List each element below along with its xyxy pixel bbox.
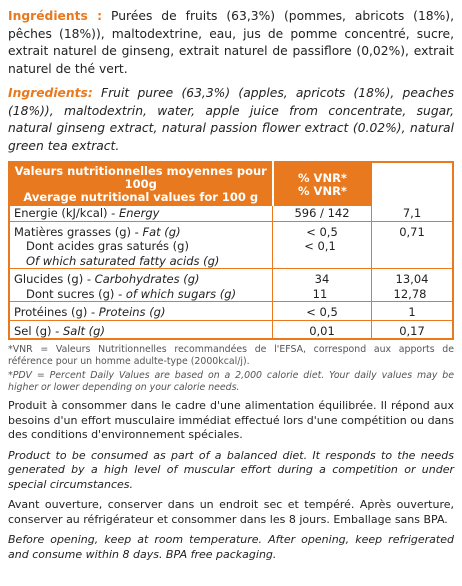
ingredients-label: Ingrédients : [8, 9, 103, 23]
header-nutrition: Valeurs nutritionnelles moyennes pour 10… [9, 162, 274, 206]
row-label: Dont acides gras saturés (g) [9, 239, 273, 254]
paragraph: Produit à consommer dans le cadre d'une … [8, 399, 454, 441]
table-row: Energie (kJ/kcal) - Energy 596 / 142 7,1 [9, 206, 453, 221]
row-value: 596 / 142 [272, 206, 372, 221]
header-text: % VNR* [298, 183, 347, 198]
row-value: < 0,5 [272, 220, 372, 239]
row-vnr: 1 [371, 301, 453, 320]
label-fr: Dont acides gras saturés (g) [26, 239, 189, 253]
row-vnr [372, 239, 454, 254]
paragraph: Product to be consumed as part of a bala… [8, 448, 454, 491]
label-fr: Dont sucres (g) - [26, 286, 123, 301]
table-row: Dont acides gras saturés (g) < 0,1 [9, 239, 453, 254]
row-vnr [372, 254, 454, 269]
row-label: Protéines (g) - Proteins (g) [9, 301, 273, 320]
label-fr: Sel (g) - [14, 323, 60, 338]
label-fr: Matières grasses (g) - [14, 224, 139, 239]
row-label: Energie (kJ/kcal) - Energy [9, 206, 273, 221]
header-text: Average nutritional values for 100 g [23, 190, 259, 204]
row-label: Glucides (g) - Carbohydrates (g) [9, 268, 273, 287]
row-value: < 0,1 [272, 239, 372, 254]
row-vnr: 0,17 [371, 319, 453, 339]
ingredients-fr: Ingrédients : Purées de fruits (63,3%) (… [8, 8, 454, 78]
row-label: Sel (g) - Salt (g) [9, 319, 273, 339]
ingredients-en: Ingredients: Fruit puree (63,3%) (apples… [8, 85, 454, 155]
row-label: Of which saturated fatty acids (g) [9, 253, 273, 269]
label-en: Salt (g) [62, 323, 105, 338]
ingredients-text: Fruit puree (63,3%) (apples, apricots (1… [8, 86, 454, 153]
row-vnr: 7,1 [402, 206, 422, 220]
label-en: of which sugars (g) [125, 286, 237, 301]
header-vnr: % VNR*% VNR* [272, 162, 372, 206]
table-row: Matières grasses (g) - Fat (g) < 0,5 0,71 [9, 220, 453, 239]
header-text: % VNR* [298, 170, 347, 185]
table-row: Sel (g) - Salt (g) 0,01 0,17 [9, 319, 453, 339]
label-en: Proteins (g) [98, 305, 166, 319]
table-row: Dont sucres (g) - of which sugars (g) 11 1… [9, 286, 453, 302]
header-text: Valeurs nutritionnelles moyennes pour 10… [14, 164, 267, 191]
note: *PDV = Percent Daily Values are based on… [8, 370, 454, 393]
label-en: Carbohydrates (g) [94, 272, 200, 286]
row-value: 0,01 [272, 319, 372, 339]
label-en: Fat (g) [142, 224, 181, 239]
paragraph: Before opening, keep at room temperature… [8, 533, 454, 561]
content: Ingrédients : Purées de fruits (63,3%) (… [8, 8, 454, 561]
row-label: Matières grasses (g) - Fat (g) [9, 220, 273, 239]
note: *VNR = Valeurs Nutritionnelles recommand… [8, 344, 454, 367]
row-vnr: 12,78 [393, 286, 427, 301]
row-value: 34 [272, 268, 372, 287]
nutrition-table: Valeurs nutritionnelles moyennes pour 10… [8, 161, 454, 340]
row-value: < 0,5 [272, 301, 372, 320]
table-row: Protéines (g) - Proteins (g) < 0,5 1 [9, 301, 453, 320]
table-row: Of which saturated fatty acids (g) [9, 253, 454, 269]
label-en: Energy [118, 206, 160, 220]
ingredients-label: Ingredients: [8, 86, 93, 100]
row-value [272, 253, 372, 269]
label-fr: Protéines (g) - [14, 305, 96, 319]
table-row: Glucides (g) - Carbohydrates (g) 34 13,04 [9, 268, 453, 287]
row-value: 11 [272, 286, 372, 302]
label-en: Of which saturated fatty acids (g) [26, 253, 220, 268]
row-vnr: 13,04 [371, 268, 453, 287]
paragraph: Avant ouverture, conserver dans un endro… [8, 498, 454, 526]
label-fr: Glucides (g) - [14, 272, 92, 286]
row-label: Dont sucres (g) - of which sugars (g) [9, 286, 273, 302]
row-vnr: 0,71 [371, 220, 453, 239]
ingredients-text: Purées de fruits (63,3%) (pommes, abrico… [8, 9, 455, 76]
label-fr: Energie (kJ/kcal) - [14, 206, 116, 220]
